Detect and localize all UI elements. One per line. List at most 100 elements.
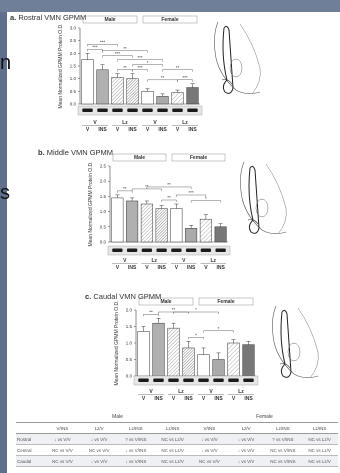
blot-band bbox=[215, 248, 226, 252]
group-header-box bbox=[142, 15, 198, 24]
significance-marker: * bbox=[195, 307, 197, 312]
treatment-label: Lz bbox=[210, 258, 216, 264]
blot-band bbox=[187, 108, 198, 112]
significance-marker: * bbox=[205, 196, 207, 201]
group-header-box bbox=[82, 15, 138, 24]
summary-cell: NC vs V/V bbox=[191, 455, 228, 467]
summary-col-header: Lz/INS bbox=[117, 422, 155, 434]
blot-band bbox=[243, 378, 254, 382]
x-tick-label: V bbox=[232, 396, 236, 402]
significance-marker: ** bbox=[149, 309, 153, 314]
treatment-label: V bbox=[123, 258, 127, 264]
summary-col-header: Lz/V bbox=[80, 422, 118, 434]
blot-band bbox=[198, 378, 209, 382]
y-tick-label: 1.5 bbox=[126, 324, 133, 329]
brain-section-outline bbox=[214, 21, 261, 94]
y-tick-label: 2.5 bbox=[70, 38, 77, 43]
top-bar bbox=[0, 0, 340, 12]
y-axis-label: Mean Normalized GPMM Protein O.D. bbox=[88, 161, 94, 246]
x-tick-label: V bbox=[142, 396, 146, 402]
x-tick-label: INS bbox=[216, 265, 225, 271]
significance-bracket bbox=[143, 314, 159, 317]
significance-marker: ** bbox=[176, 65, 180, 70]
summary-cell: NC vs Lz/V bbox=[154, 444, 191, 456]
significance-marker: ** bbox=[145, 184, 149, 189]
bar bbox=[141, 91, 154, 105]
significance-bracket bbox=[117, 190, 133, 193]
significance-bracket bbox=[132, 64, 163, 67]
significance-bracket bbox=[102, 50, 148, 53]
summary-col-header: Lz/INS bbox=[264, 422, 302, 434]
y-tick-label: 2.5 bbox=[100, 164, 107, 169]
blot-band bbox=[228, 378, 239, 382]
significance-marker: ** bbox=[167, 195, 171, 200]
panel-b-title-text: Middle VMN GPMM bbox=[46, 148, 114, 157]
y-tick-label: 1.5 bbox=[100, 194, 107, 199]
bar bbox=[81, 59, 94, 105]
blot-band bbox=[142, 108, 153, 112]
summary-cell: NC vs V/V bbox=[44, 444, 81, 456]
x-tick-label: V bbox=[176, 127, 180, 133]
x-tick-label: V bbox=[86, 127, 90, 133]
side-letter-1: n bbox=[0, 52, 12, 74]
y-tick-label: 0.5 bbox=[126, 357, 133, 362]
summary-cell: NC vs V/INS bbox=[264, 455, 302, 467]
y-tick-label: 0.0 bbox=[70, 102, 77, 107]
significance-bracket bbox=[177, 79, 193, 82]
bar bbox=[227, 342, 240, 377]
significance-bracket bbox=[146, 186, 192, 189]
summary-table: Male Female V/INS Lz/V Lz/INS Lz/INS V/I… bbox=[16, 412, 338, 467]
summary-cell: ↓ vs V/INS bbox=[117, 444, 155, 456]
significance-marker: *** bbox=[188, 190, 194, 195]
significance-bracket bbox=[161, 199, 177, 202]
x-tick-label: V bbox=[204, 265, 208, 271]
group-header-label: Male bbox=[104, 17, 115, 23]
bar bbox=[96, 69, 109, 105]
bar bbox=[155, 208, 168, 243]
y-tick-label: 0.5 bbox=[70, 89, 77, 94]
brain-section-outline bbox=[272, 305, 319, 378]
significance-marker: *** bbox=[92, 45, 98, 50]
bar bbox=[152, 322, 165, 377]
brain-section-outline bbox=[240, 161, 287, 234]
x-tick-label: V bbox=[145, 265, 149, 271]
blot-band bbox=[112, 108, 123, 112]
summary-cell: NC vs V/V bbox=[44, 455, 81, 467]
group-header-box bbox=[138, 297, 194, 306]
significance-marker: *** bbox=[137, 65, 143, 70]
summary-cell: ↓ vs V/V bbox=[44, 433, 81, 445]
summary-col-header: Lz/V bbox=[227, 422, 265, 434]
blot-band bbox=[156, 248, 167, 252]
vmn-region-outline bbox=[287, 342, 301, 362]
group-header-label: Female bbox=[161, 17, 178, 23]
significance-marker: *** bbox=[100, 40, 106, 45]
summary-col-header: V/INS bbox=[44, 422, 81, 434]
y-tick-label: 0.0 bbox=[100, 240, 107, 245]
x-tick-label: INS bbox=[154, 396, 163, 402]
blot-strip bbox=[107, 245, 231, 256]
significance-bracket bbox=[117, 59, 163, 62]
significance-bracket bbox=[162, 69, 193, 72]
group-header-box bbox=[198, 297, 254, 306]
x-tick-label: INS bbox=[128, 265, 137, 271]
group-header-box bbox=[112, 153, 167, 162]
treatment-label: Lz bbox=[182, 120, 188, 126]
treatment-label: V bbox=[93, 120, 97, 126]
vmn-region-outline bbox=[229, 58, 243, 78]
significance-bracket bbox=[176, 194, 207, 197]
blot-band bbox=[200, 248, 212, 252]
x-tick-label: V bbox=[172, 396, 176, 402]
x-tick-label: INS bbox=[157, 265, 166, 271]
significance-marker: ** bbox=[167, 182, 171, 187]
significance-bracket bbox=[131, 188, 162, 191]
x-tick-label: V bbox=[116, 265, 120, 271]
summary-cell: ? vs V/INS bbox=[264, 433, 302, 445]
bar bbox=[242, 344, 255, 377]
brain-section-contour bbox=[265, 163, 287, 235]
bar bbox=[111, 197, 124, 243]
panel-b-label: b. bbox=[38, 148, 45, 157]
significance-bracket bbox=[87, 44, 118, 47]
summary-col-header: Lz/INS bbox=[301, 422, 338, 434]
summary-cell: ↓ vs V/V bbox=[227, 433, 265, 445]
x-tick-label: INS bbox=[158, 127, 167, 133]
